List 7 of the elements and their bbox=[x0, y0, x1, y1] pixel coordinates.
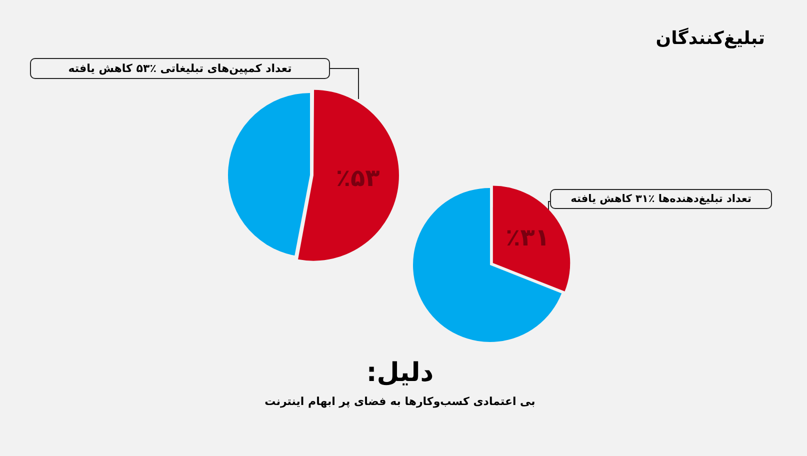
text: دلیل: bbox=[365, 358, 435, 388]
text: تعداد کمپین‌های تبلیغاتی ٪۵۳ کاهش یافته bbox=[30, 58, 330, 79]
text: تبلیغ‌کنندگان bbox=[656, 28, 765, 49]
text: بی اعتمادی کسب‌وکارها به فضای پر ابهام اینترنت bbox=[264, 395, 536, 408]
text: تعداد تبلیغ‌دهنده‌ها ٪۳۱ کاهش یافته bbox=[550, 189, 772, 209]
data-label: ٪۵۳ bbox=[336, 164, 380, 192]
data-label: ٪۳۱ bbox=[506, 224, 550, 252]
